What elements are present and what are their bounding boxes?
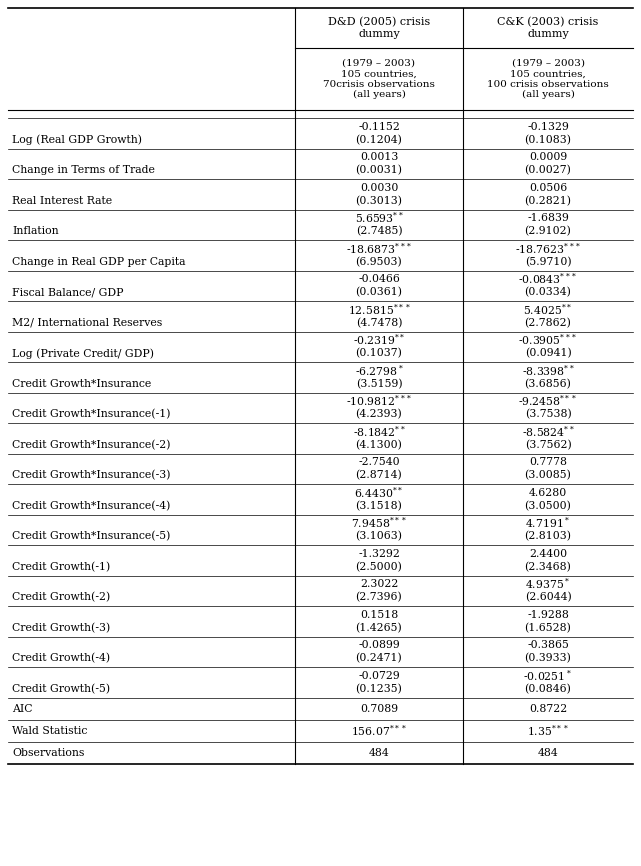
Text: (3.5159): (3.5159) [356, 378, 403, 389]
Text: Credit Growth*Insurance(-4): Credit Growth*Insurance(-4) [12, 501, 171, 511]
Text: 1.35$\mathregular{^{***}}$: 1.35$\mathregular{^{***}}$ [527, 723, 569, 738]
Text: (3.0500): (3.0500) [524, 501, 571, 511]
Text: (1979 – 2003)
105 countries,
100 crisis observations
(all years): (1979 – 2003) 105 countries, 100 crisis … [487, 59, 609, 100]
Text: (0.1235): (0.1235) [356, 684, 403, 695]
Text: 0.0009: 0.0009 [529, 152, 567, 162]
Text: -0.0843$\mathregular{^{***}}$: -0.0843$\mathregular{^{***}}$ [518, 272, 578, 287]
Text: (2.3468): (2.3468) [524, 562, 571, 572]
Text: -0.3905$\mathregular{^{***}}$: -0.3905$\mathregular{^{***}}$ [518, 333, 578, 347]
Text: (3.1063): (3.1063) [356, 532, 403, 541]
Text: Credit Growth(-1): Credit Growth(-1) [12, 562, 110, 572]
Text: (2.7485): (2.7485) [356, 226, 403, 236]
Text: (2.8714): (2.8714) [356, 470, 403, 481]
Text: 5.6593$\mathregular{^{**}}$: 5.6593$\mathregular{^{**}}$ [354, 210, 403, 225]
Text: (0.2471): (0.2471) [356, 653, 403, 663]
Text: AIC: AIC [12, 703, 33, 714]
Text: (2.6044): (2.6044) [524, 592, 571, 603]
Text: Log (Private Credit/ GDP): Log (Private Credit/ GDP) [12, 348, 154, 359]
Text: -8.3398$\mathregular{^{**}}$: -8.3398$\mathregular{^{**}}$ [522, 363, 574, 378]
Text: -8.1842$\mathregular{^{**}}$: -8.1842$\mathregular{^{**}}$ [353, 424, 405, 439]
Text: M2/ International Reserves: M2/ International Reserves [12, 318, 162, 328]
Text: (1.6528): (1.6528) [524, 623, 571, 633]
Text: Credit Growth*Insurance(-1): Credit Growth*Insurance(-1) [12, 410, 171, 420]
Text: (3.7562): (3.7562) [524, 440, 571, 450]
Text: 484: 484 [369, 747, 389, 758]
Text: (2.8103): (2.8103) [524, 532, 572, 541]
Text: (0.0031): (0.0031) [356, 165, 403, 176]
Text: 0.1518: 0.1518 [360, 610, 398, 619]
Text: (2.5000): (2.5000) [356, 562, 403, 572]
Text: -0.0466: -0.0466 [358, 274, 400, 284]
Text: 5.4025$\mathregular{^{**}}$: 5.4025$\mathregular{^{**}}$ [524, 302, 572, 317]
Text: (0.3933): (0.3933) [524, 653, 571, 663]
Text: (5.9710): (5.9710) [525, 257, 571, 267]
Text: 6.4430$\mathregular{^{**}}$: 6.4430$\mathregular{^{**}}$ [354, 485, 404, 500]
Text: C&K (2003) crisis
dummy: C&K (2003) crisis dummy [497, 17, 599, 39]
Text: (1979 – 2003)
105 countries,
70crisis observations
(all years): (1979 – 2003) 105 countries, 70crisis ob… [323, 59, 435, 100]
Text: (1.4265): (1.4265) [356, 623, 403, 633]
Text: (6.9503): (6.9503) [356, 257, 403, 267]
Text: Credit Growth(-2): Credit Growth(-2) [12, 592, 110, 603]
Text: (0.0027): (0.0027) [524, 165, 571, 176]
Text: Log (Real GDP Growth): Log (Real GDP Growth) [12, 135, 142, 145]
Text: (0.2821): (0.2821) [524, 196, 572, 206]
Text: 0.0030: 0.0030 [360, 183, 398, 192]
Text: Wald Statistic: Wald Statistic [12, 726, 87, 735]
Text: (2.7396): (2.7396) [356, 592, 403, 603]
Text: 4.9375$\mathregular{^*}$: 4.9375$\mathregular{^*}$ [526, 577, 570, 591]
Text: Credit Growth(-4): Credit Growth(-4) [12, 653, 110, 663]
Text: 156.07$\mathregular{^{***}}$: 156.07$\mathregular{^{***}}$ [351, 723, 407, 738]
Text: (3.1518): (3.1518) [356, 501, 403, 511]
Text: Real Interest Rate: Real Interest Rate [12, 196, 112, 206]
Text: Credit Growth*Insurance(-2): Credit Growth*Insurance(-2) [12, 440, 171, 450]
Text: -1.9288: -1.9288 [527, 610, 569, 619]
Text: Credit Growth*Insurance: Credit Growth*Insurance [12, 379, 151, 389]
Text: -0.0729: -0.0729 [358, 670, 400, 681]
Text: -6.2798$\mathregular{^*}$: -6.2798$\mathregular{^*}$ [354, 363, 403, 378]
Text: (0.3013): (0.3013) [356, 196, 403, 206]
Text: (3.0085): (3.0085) [524, 470, 571, 481]
Text: -9.2458$\mathregular{^{***}}$: -9.2458$\mathregular{^{***}}$ [519, 394, 578, 409]
Text: Credit Growth(-3): Credit Growth(-3) [12, 623, 110, 633]
Text: -0.0251$\mathregular{^*}$: -0.0251$\mathregular{^*}$ [524, 669, 572, 682]
Text: Change in Real GDP per Capita: Change in Real GDP per Capita [12, 257, 185, 267]
Text: (0.0361): (0.0361) [356, 288, 403, 298]
Text: -1.6839: -1.6839 [527, 213, 569, 223]
Text: -0.1329: -0.1329 [527, 121, 569, 132]
Text: -2.7540: -2.7540 [358, 457, 400, 467]
Text: 2.3022: 2.3022 [360, 579, 398, 589]
Text: -18.6873$\mathregular{^{***}}$: -18.6873$\mathregular{^{***}}$ [345, 242, 412, 255]
Text: -18.7623$\mathregular{^{***}}$: -18.7623$\mathregular{^{***}}$ [515, 242, 581, 255]
Text: (3.6856): (3.6856) [524, 378, 571, 389]
Text: 0.0013: 0.0013 [360, 152, 398, 162]
Text: 12.5815$\mathregular{^{***}}$: 12.5815$\mathregular{^{***}}$ [347, 302, 410, 317]
Text: Credit Growth*Insurance(-3): Credit Growth*Insurance(-3) [12, 470, 171, 481]
Text: 0.8722: 0.8722 [529, 703, 567, 714]
Text: -8.5824$\mathregular{^{**}}$: -8.5824$\mathregular{^{**}}$ [522, 424, 574, 439]
Text: (0.0941): (0.0941) [524, 348, 571, 359]
Text: -10.9812$\mathregular{^{***}}$: -10.9812$\mathregular{^{***}}$ [345, 394, 412, 409]
Text: -1.3292: -1.3292 [358, 548, 400, 559]
Text: (0.1204): (0.1204) [356, 135, 403, 145]
Text: 0.7089: 0.7089 [360, 703, 398, 714]
Text: -0.1152: -0.1152 [358, 121, 400, 132]
Text: Credit Growth(-5): Credit Growth(-5) [12, 684, 110, 695]
Text: -0.3865: -0.3865 [527, 640, 569, 650]
Text: Change in Terms of Trade: Change in Terms of Trade [12, 165, 155, 176]
Text: Observations: Observations [12, 747, 85, 758]
Text: (4.1300): (4.1300) [356, 440, 403, 450]
Text: Fiscal Balance/ GDP: Fiscal Balance/ GDP [12, 288, 124, 297]
Text: 484: 484 [538, 747, 558, 758]
Text: Inflation: Inflation [12, 227, 58, 236]
Text: D&D (2005) crisis
dummy: D&D (2005) crisis dummy [328, 17, 430, 39]
Text: (3.7538): (3.7538) [524, 410, 571, 420]
Text: (0.0846): (0.0846) [524, 684, 571, 695]
Text: 4.7191$\mathregular{^*}$: 4.7191$\mathregular{^*}$ [526, 516, 570, 530]
Text: -0.2319$\mathregular{^{**}}$: -0.2319$\mathregular{^{**}}$ [353, 333, 405, 347]
Text: -0.0899: -0.0899 [358, 640, 400, 650]
Text: 0.7778: 0.7778 [529, 457, 567, 467]
Text: (2.9102): (2.9102) [524, 226, 571, 236]
Text: (0.0334): (0.0334) [524, 288, 571, 298]
Text: 2.4400: 2.4400 [529, 548, 567, 559]
Text: (4.7478): (4.7478) [356, 318, 403, 328]
